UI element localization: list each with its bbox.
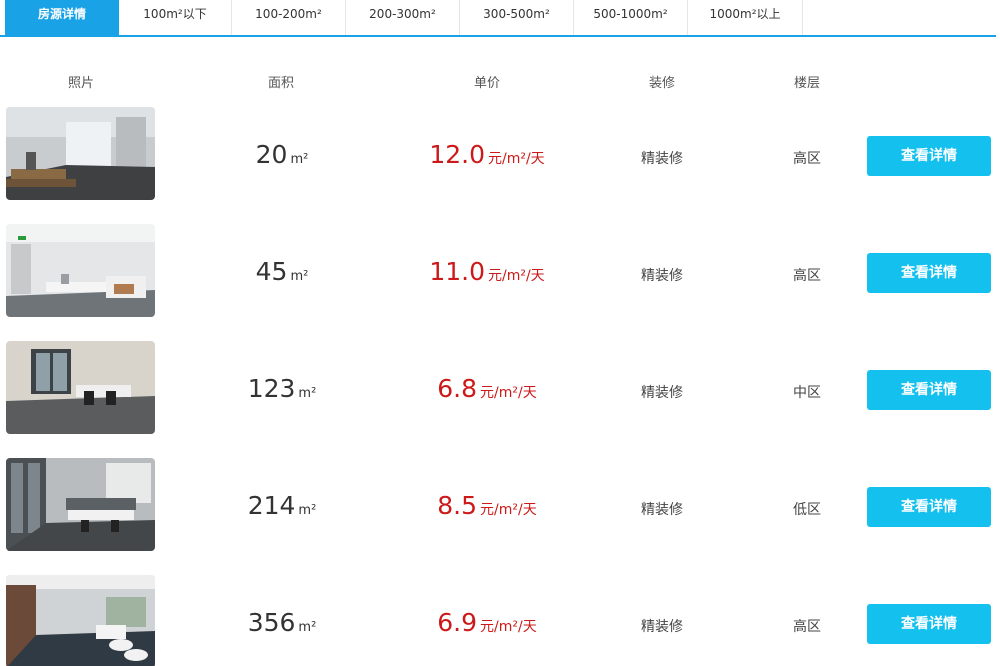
area-value: 356 m² xyxy=(248,608,317,637)
office-photo[interactable] xyxy=(6,341,155,434)
floor-value: 高区 xyxy=(793,151,821,167)
listing-row: 214 m² 8.5 元/m²/天 精装修 低区 查看详情 xyxy=(0,458,1000,551)
area-value: 45 m² xyxy=(256,257,309,286)
column-header-area: 面积 xyxy=(267,76,295,91)
area-value: 123 m² xyxy=(248,374,317,403)
floor-value: 高区 xyxy=(793,619,821,635)
area-number: 356 xyxy=(247,608,296,637)
decoration-value: 精装修 xyxy=(641,151,683,167)
office-photo-image xyxy=(6,458,155,551)
area-value: 20 m² xyxy=(256,140,309,169)
price-value: 11.0 元/m²/天 xyxy=(429,257,544,286)
price-number: 11.0 xyxy=(429,257,485,286)
office-photo-image xyxy=(6,224,155,317)
price-number: 6.9 xyxy=(437,608,478,637)
area-value: 214 m² xyxy=(248,491,317,520)
price-value: 6.9 元/m²/天 xyxy=(437,608,536,637)
price-value: 6.8 元/m²/天 xyxy=(437,374,536,403)
tab-listing-details[interactable]: 房源详情 xyxy=(5,0,119,35)
tab-100-200[interactable]: 100-200m² xyxy=(232,0,346,35)
area-number: 214 xyxy=(247,491,296,520)
area-unit: m² xyxy=(290,269,309,284)
office-photo[interactable] xyxy=(6,107,155,200)
view-details-button[interactable]: 查看详情 xyxy=(867,370,991,410)
price-value: 8.5 元/m²/天 xyxy=(437,491,536,520)
office-photo-image xyxy=(6,107,155,200)
price-number: 8.5 xyxy=(437,491,478,520)
column-header-floor: 楼层 xyxy=(793,76,821,91)
price-unit: 元/m²/天 xyxy=(487,151,545,167)
area-unit: m² xyxy=(298,503,317,518)
price-unit: 元/m²/天 xyxy=(480,502,537,518)
column-header-price: 单价 xyxy=(473,76,501,91)
price-value: 12.0 元/m²/天 xyxy=(429,140,544,169)
floor-value: 低区 xyxy=(793,502,821,518)
listing-row: 356 m² 6.9 元/m²/天 精装修 高区 查看详情 xyxy=(0,575,1000,666)
area-unit: m² xyxy=(298,620,317,635)
price-unit: 元/m²/天 xyxy=(487,268,545,284)
office-photo[interactable] xyxy=(6,458,155,551)
floor-value: 高区 xyxy=(793,268,821,284)
office-photo[interactable] xyxy=(6,224,155,317)
floor-value: 中区 xyxy=(793,385,821,401)
price-unit: 元/m²/天 xyxy=(480,619,537,635)
listing-row: 45 m² 11.0 元/m²/天 精装修 高区 查看详情 xyxy=(0,224,1000,317)
tab-over-1000[interactable]: 1000m²以上 xyxy=(688,0,803,35)
view-details-button[interactable]: 查看详情 xyxy=(867,136,991,176)
office-photo-image xyxy=(6,341,155,434)
column-header-photo: 照片 xyxy=(67,76,95,91)
price-number: 12.0 xyxy=(429,140,485,169)
tab-300-500[interactable]: 300-500m² xyxy=(460,0,574,35)
size-filter-tabs: 房源详情 100m²以下 100-200m² 200-300m² 300-500… xyxy=(0,0,996,37)
view-details-button[interactable]: 查看详情 xyxy=(867,487,991,527)
view-details-button[interactable]: 查看详情 xyxy=(867,604,991,644)
area-unit: m² xyxy=(298,386,317,401)
decoration-value: 精装修 xyxy=(641,268,683,284)
decoration-value: 精装修 xyxy=(641,502,683,518)
listing-row: 20 m² 12.0 元/m²/天 精装修 高区 查看详情 xyxy=(0,107,1000,200)
decoration-value: 精装修 xyxy=(641,619,683,635)
view-details-button[interactable]: 查看详情 xyxy=(867,253,991,293)
area-unit: m² xyxy=(290,152,309,167)
area-number: 123 xyxy=(247,374,296,403)
office-photo[interactable] xyxy=(6,575,155,666)
office-photo-image xyxy=(6,575,155,666)
tab-500-1000[interactable]: 500-1000m² xyxy=(574,0,688,35)
tab-200-300[interactable]: 200-300m² xyxy=(346,0,460,35)
area-number: 45 xyxy=(255,257,288,286)
decoration-value: 精装修 xyxy=(641,385,683,401)
area-number: 20 xyxy=(255,140,288,169)
tab-under-100[interactable]: 100m²以下 xyxy=(119,0,232,35)
listing-row: 123 m² 6.8 元/m²/天 精装修 中区 查看详情 xyxy=(0,341,1000,434)
price-number: 6.8 xyxy=(437,374,478,403)
column-header-decoration: 装修 xyxy=(648,76,676,91)
price-unit: 元/m²/天 xyxy=(480,385,537,401)
